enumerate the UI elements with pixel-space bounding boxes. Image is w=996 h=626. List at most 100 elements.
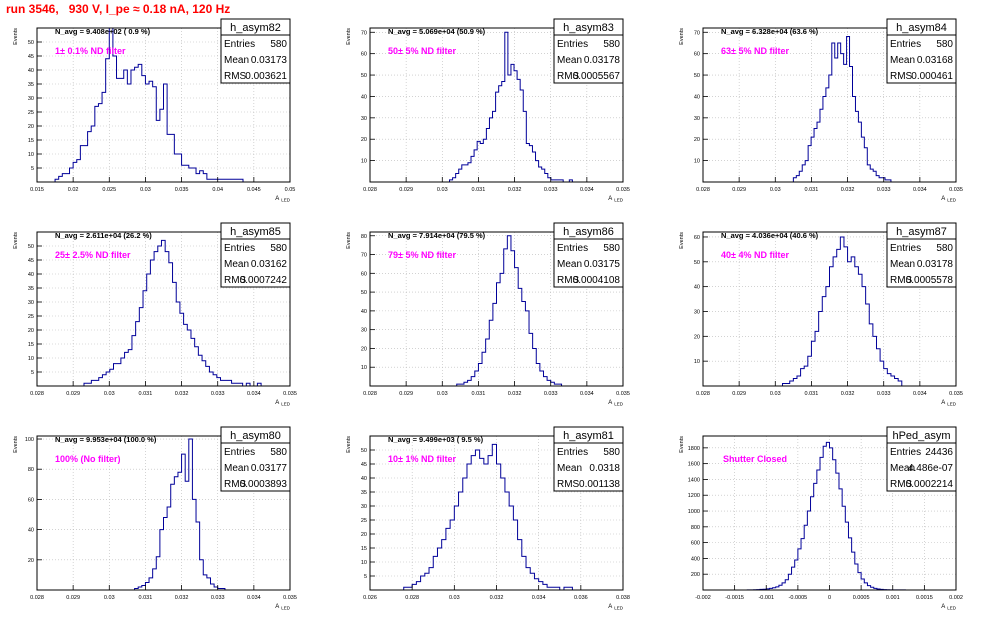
histogram-panel-h_asym85: 0.028 0.029 0.03 0.031 0.032 0.033 0.034 0.035 5… [13, 222, 297, 407]
x-tick-label: 0.034 [532, 595, 546, 601]
x-tick-label: 0.031 [805, 187, 819, 193]
y-tick-label: 40 [361, 309, 367, 315]
y-tick-label: 45 [361, 462, 367, 468]
histogram-title: h_asym83 [563, 22, 614, 34]
x-tick-label: 0.03 [437, 391, 448, 397]
y-tick-label: 40 [28, 528, 34, 534]
stats-rms-label: RMS [890, 71, 913, 82]
x-axis-label-main: A [941, 604, 945, 610]
stats-rms-value: 0.0004108 [573, 275, 621, 286]
x-axis-label-main: A [608, 400, 612, 406]
stats-entries-label: Entries [890, 447, 921, 458]
x-tick-label: 0.026 [363, 595, 377, 601]
stats-rms-label: RMS [224, 71, 247, 82]
stats-mean-label: Mean [224, 259, 249, 270]
histogram-line [746, 441, 909, 591]
y-tick-label: 1200 [688, 493, 700, 499]
x-tick-label: -0.0005 [789, 595, 808, 601]
x-axis-label-subscript: LED [281, 402, 291, 407]
filter-annotation: 1± 0.1% ND filter [55, 46, 126, 56]
y-tick-label: 35 [28, 82, 34, 88]
x-tick-label: -0.001 [758, 595, 774, 601]
x-tick-label: 0.034 [913, 391, 927, 397]
stats-mean-label: Mean [557, 55, 582, 66]
y-tick-label: 20 [361, 346, 367, 352]
stats-mean-value: 0.0318 [589, 463, 620, 474]
x-tick-label: 0.038 [616, 595, 630, 601]
y-tick-label: 80 [361, 234, 367, 240]
x-tick-label: 0.033 [211, 595, 225, 601]
filter-annotation: 50± 5% ND filter [388, 46, 456, 56]
y-tick-label: 20 [28, 558, 34, 564]
stats-rms-label: RMS [557, 275, 580, 286]
y-tick-label: 25 [28, 110, 34, 116]
filter-annotation: 40± 4% ND filter [721, 250, 789, 260]
x-axis-label-subscript: LED [947, 606, 957, 611]
x-tick-label: 0.034 [580, 187, 594, 193]
x-tick-label: 0.031 [472, 187, 486, 193]
x-tick-label: 0.028 [363, 391, 377, 397]
stats-mean-value: 0.03173 [251, 55, 288, 66]
x-tick-label: 0.028 [696, 187, 710, 193]
x-tick-label: 0.029 [399, 391, 413, 397]
stats-mean-value: 0.03168 [917, 55, 954, 66]
histogram-panel-hPed_asym: -0.002 -0.0015 -0.001 -0.0005 0 0.0005 0.001 0.… [679, 426, 963, 611]
y-tick-label: 5 [31, 166, 34, 172]
y-tick-label: 50 [361, 448, 367, 454]
stats-entries-value: 580 [936, 243, 953, 254]
x-tick-label: 0.031 [139, 595, 153, 601]
y-axis-label: Events [13, 28, 19, 45]
y-tick-label: 25 [361, 518, 367, 524]
x-tick-label: 0.028 [696, 391, 710, 397]
n-avg-annotation: N_avg = 9.953e+04 (100.0 %) [55, 435, 157, 444]
histogram-title: h_asym86 [563, 226, 614, 238]
y-tick-label: 10 [28, 356, 34, 362]
x-tick-label: 0.045 [247, 187, 261, 193]
filter-annotation: 25± 2.5% ND filter [55, 250, 131, 260]
stats-entries-value: 580 [270, 447, 287, 458]
x-tick-label: 0.002 [949, 595, 963, 601]
stats-mean-value: 0.03178 [584, 55, 621, 66]
plot-frame [369, 27, 624, 183]
y-tick-label: 30 [361, 116, 367, 122]
x-tick-label: 0.03 [104, 595, 115, 601]
stats-entries-value: 580 [603, 243, 620, 254]
stats-box [886, 34, 957, 84]
x-tick-label: 0.029 [732, 187, 746, 193]
y-tick-label: 10 [694, 159, 700, 165]
y-tick-label: 10 [361, 159, 367, 165]
histogram-title: h_asym82 [230, 22, 281, 34]
x-tick-label: 0.05 [285, 187, 296, 193]
x-axis-label: A LED [608, 604, 624, 611]
y-tick-label: 10 [694, 359, 700, 365]
stats-rms-value: 0.0005567 [573, 71, 621, 82]
histogram-line [449, 31, 573, 183]
stats-entries-label: Entries [224, 39, 255, 50]
x-tick-label: 0 [828, 595, 831, 601]
n-avg-annotation: N_avg = 5.069e+04 (50.9 %) [388, 27, 486, 36]
x-tick-label: 0.03 [437, 187, 448, 193]
y-tick-label: 70 [361, 30, 367, 36]
y-tick-label: 35 [28, 286, 34, 292]
x-tick-label: 0.033 [211, 391, 225, 397]
x-tick-label: 0.033 [877, 391, 891, 397]
stats-rms-value: 0.0002214 [906, 479, 954, 490]
stats-rms-label: RMS [890, 275, 913, 286]
x-tick-label: 0.028 [405, 595, 419, 601]
stats-mean-label: Mean [890, 463, 915, 474]
y-tick-label: 20 [694, 137, 700, 143]
x-tick-label: 0.033 [877, 187, 891, 193]
histogram-line [403, 443, 573, 591]
x-axis-label: A LED [941, 604, 957, 611]
y-tick-label: 45 [28, 54, 34, 60]
x-tick-label: 0.032 [175, 391, 189, 397]
x-axis-label: A LED [608, 196, 624, 203]
y-tick-label: 40 [694, 285, 700, 291]
stats-entries-value: 580 [270, 243, 287, 254]
x-axis-label: A LED [275, 196, 291, 203]
plot-frame [702, 27, 957, 183]
x-tick-label: 0.035 [175, 187, 189, 193]
histogram-panel-h_asym87: 0.028 0.029 0.03 0.031 0.032 0.033 0.034 0.035 1… [679, 222, 963, 407]
stats-entries-value: 24436 [925, 447, 953, 458]
y-tick-label: 40 [28, 68, 34, 74]
